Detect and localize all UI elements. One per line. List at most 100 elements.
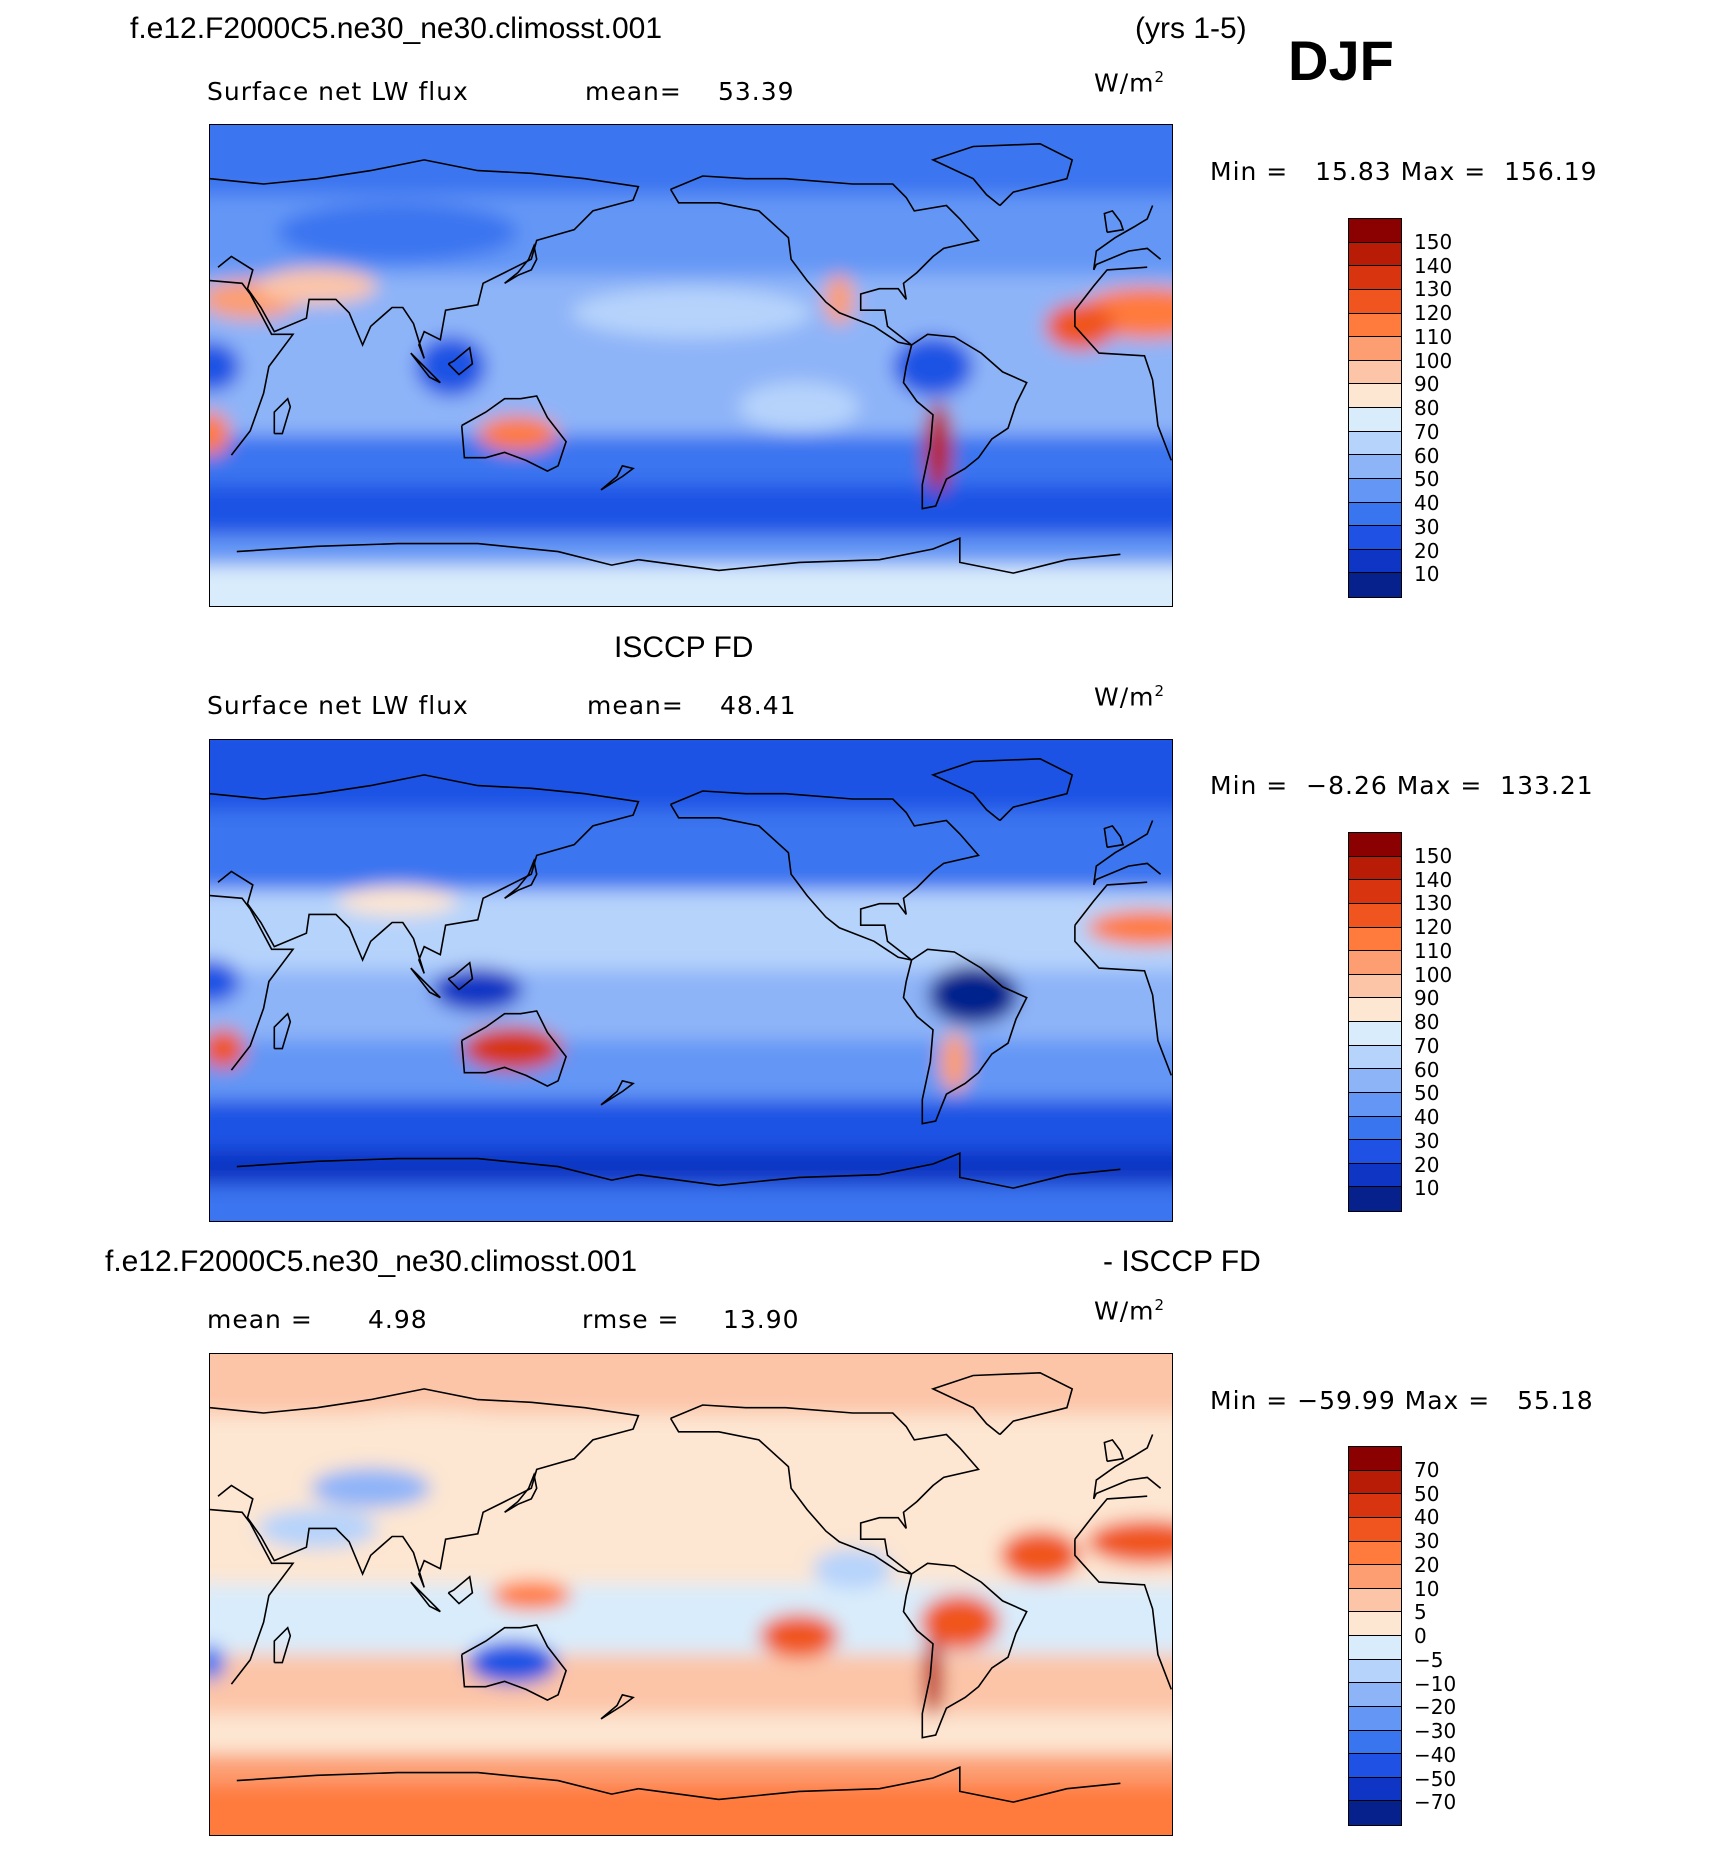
colorbar-swatch xyxy=(1349,927,1401,952)
panel3-contour-field xyxy=(210,1354,1172,1835)
coastline-segment xyxy=(447,961,474,991)
panel1-map xyxy=(209,124,1173,607)
coastline-segment xyxy=(1074,310,1172,461)
coastlines xyxy=(210,1371,1172,1803)
colorbar-tick-label: −70 xyxy=(1414,1790,1457,1815)
colorbar-tick-label: 140 xyxy=(1414,867,1453,892)
colorbar-tick-label: 110 xyxy=(1414,324,1453,349)
coastline-segment xyxy=(236,1771,639,1795)
colorbar-tick-label: 30 xyxy=(1414,1529,1440,1553)
colorbar-swatch xyxy=(1349,1659,1401,1684)
panel1-mean-label: mean= xyxy=(585,77,682,106)
colorbar-tick-label: −10 xyxy=(1414,1671,1457,1696)
colorbar-tick-label: 40 xyxy=(1414,1505,1440,1530)
panel1-variable: Surface net LW flux xyxy=(207,77,469,106)
colorbar-tick-label: 10 xyxy=(1414,562,1440,587)
colorbar-swatch xyxy=(1349,266,1401,290)
colorbar-swatch xyxy=(1349,1140,1401,1164)
colorbar-swatch xyxy=(1349,431,1401,456)
colorbar-tick-label: 110 xyxy=(1414,938,1453,963)
coastline-segment xyxy=(447,346,474,376)
colorbar-swatch xyxy=(1349,384,1401,408)
coastline-segment xyxy=(1074,925,1172,1076)
colorbar-swatch xyxy=(1349,219,1401,243)
colorbar-tick-label: 90 xyxy=(1414,372,1440,397)
colorbar-tick-label: 100 xyxy=(1414,962,1453,987)
panel3-unit: W/m2 xyxy=(1094,1296,1166,1326)
coastline-segment xyxy=(600,1079,635,1106)
colorbar-tick-label: 30 xyxy=(1414,1128,1440,1153)
colorbar-swatch xyxy=(1349,526,1401,550)
colorbar-tick-label: 150 xyxy=(1414,229,1453,254)
coastline-segment xyxy=(1103,824,1125,849)
field-fill xyxy=(210,1354,1172,1835)
coastline-segment xyxy=(638,1152,1121,1189)
colorbar-tick-label: 40 xyxy=(1414,1105,1440,1129)
coastline-segment xyxy=(1092,1476,1162,1500)
coastline-segment xyxy=(504,242,538,284)
coastline-segment xyxy=(930,1371,1074,1436)
panel2-variable: Surface net LW flux xyxy=(207,691,469,720)
colorbar-swatch xyxy=(1349,1092,1401,1117)
panel3-mean-value: 4.98 xyxy=(368,1305,428,1334)
coastline-segment xyxy=(236,1157,639,1181)
panel1-minmax: Min = 15.83 Max = 156.19 xyxy=(1210,157,1598,186)
coastline-segment xyxy=(210,774,640,974)
colorbar-swatch xyxy=(1349,1565,1401,1589)
colorbar-swatch xyxy=(1349,833,1401,857)
coastline-segment xyxy=(447,1575,474,1605)
coastline-segment xyxy=(1103,209,1125,234)
colorbar-tick-label: 40 xyxy=(1414,491,1440,515)
coastline-segment xyxy=(669,175,980,346)
coastline-segment xyxy=(1074,881,1148,926)
colorbar-tick-label: 100 xyxy=(1414,348,1453,373)
colorbar-swatch xyxy=(1349,1045,1401,1070)
panel3-colorbar xyxy=(1348,1446,1402,1826)
colorbar-tick-label: 20 xyxy=(1414,1152,1440,1177)
coastline-segment xyxy=(1074,266,1148,311)
field-fill xyxy=(210,125,1172,606)
colorbar-tick-label: 70 xyxy=(1414,1033,1440,1058)
panel2-unit: W/m2 xyxy=(1094,682,1166,712)
panel3-map xyxy=(209,1353,1173,1836)
colorbar-tick-label: 130 xyxy=(1414,277,1453,302)
colorbar-swatch xyxy=(1349,502,1401,527)
coastline-segment xyxy=(273,1626,292,1664)
coastline-segment xyxy=(504,1471,538,1513)
case-title: f.e12.F2000C5.ne30_ne30.climosst.001 xyxy=(130,12,663,45)
panel1-colorbar xyxy=(1348,218,1402,598)
colorbar-swatch xyxy=(1349,1636,1401,1660)
coastline-segment xyxy=(210,894,295,1071)
colorbar-swatch xyxy=(1349,549,1401,574)
coastline-segment xyxy=(902,333,1028,510)
colorbar-swatch xyxy=(1349,1588,1401,1613)
coastline-segment xyxy=(1092,1434,1154,1500)
coastline-segment xyxy=(460,1624,567,1701)
colorbar-swatch xyxy=(1349,1116,1401,1141)
colorbar-tick-label: 10 xyxy=(1414,1176,1440,1201)
colorbar-tick-label: 60 xyxy=(1414,1057,1440,1082)
coastline-segment xyxy=(210,1508,295,1685)
colorbar-tick-label: 50 xyxy=(1414,467,1440,492)
colorbar-swatch xyxy=(1349,1494,1401,1518)
colorbar-swatch xyxy=(1349,478,1401,503)
colorbar-swatch xyxy=(1349,1706,1401,1731)
colorbar-tick-label: 120 xyxy=(1414,915,1453,939)
coastline-segment xyxy=(930,142,1074,207)
coastline-segment xyxy=(638,1766,1121,1803)
coastline-segment xyxy=(1092,862,1162,886)
colorbar-swatch xyxy=(1349,1022,1401,1046)
colorbar-tick-label: −5 xyxy=(1414,1647,1444,1672)
colorbar-tick-label: 90 xyxy=(1414,986,1440,1011)
panel3-title-left: f.e12.F2000C5.ne30_ne30.climosst.001 xyxy=(105,1245,638,1278)
colorbar-swatch xyxy=(1349,360,1401,385)
panel2-mean-label: mean= xyxy=(587,691,684,720)
colorbar-swatch xyxy=(1349,1187,1401,1211)
colorbar-tick-label: 80 xyxy=(1414,396,1440,420)
colorbar-swatch xyxy=(1349,856,1401,881)
colorbar-swatch xyxy=(1349,408,1401,432)
coastline-segment xyxy=(1092,820,1154,886)
panel2-colorbar xyxy=(1348,832,1402,1212)
coastline-segment xyxy=(236,542,639,566)
panel1-mean-value: 53.39 xyxy=(718,77,795,106)
